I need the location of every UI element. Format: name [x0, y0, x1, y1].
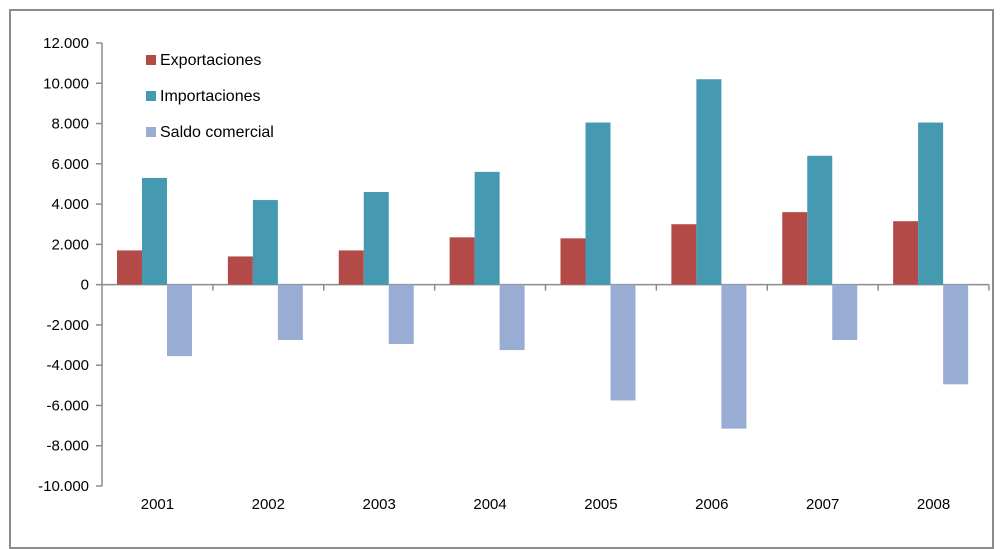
legend-swatch	[146, 55, 156, 65]
y-tick-label: -8.000	[46, 438, 89, 455]
bars	[117, 79, 969, 429]
bar-importaciones-2007	[807, 155, 833, 285]
bar-importaciones-2002	[252, 200, 278, 285]
bar-importaciones-2003	[363, 192, 389, 285]
bar-saldo-comercial-2001	[167, 284, 192, 357]
x-tick-label: 2008	[917, 496, 950, 513]
bar-exportaciones-2001	[117, 250, 142, 285]
bar-exportaciones-2003	[338, 250, 364, 285]
bar-exportaciones-2007	[782, 212, 808, 285]
bar-importaciones-2004	[474, 171, 500, 285]
y-tick-label: 12.000	[43, 35, 89, 52]
x-tick-label: 2002	[252, 496, 285, 513]
y-tick-label: 8.000	[51, 116, 89, 133]
y-tick-label: -10.000	[38, 478, 89, 495]
legend-label: Importaciones	[160, 88, 261, 105]
bar-saldo-comercial-2005	[610, 284, 636, 401]
x-tick-label: 2006	[695, 496, 728, 513]
y-axis: 12.000 10.000 8.000 6.000 4.000 2.000 0 -2.000 -…	[38, 35, 103, 495]
legend-label: Exportaciones	[160, 52, 261, 69]
bar-exportaciones-2006	[671, 224, 697, 285]
y-tick-label: -6.000	[46, 397, 89, 414]
legend: Exportaciones Importaciones Saldo comercia…	[146, 52, 274, 141]
y-tick-label: 0	[81, 277, 89, 294]
legend-swatch	[146, 127, 156, 137]
bar-exportaciones-2008	[893, 221, 919, 285]
bar-exportaciones-2002	[227, 256, 253, 285]
bar-saldo-comercial-2002	[277, 284, 303, 341]
y-tick-label: -2.000	[46, 317, 89, 334]
legend-label: Saldo comercial	[160, 124, 274, 141]
bar-saldo-comercial-2008	[943, 284, 969, 385]
y-tick-label: -4.000	[46, 357, 89, 374]
bar-exportaciones-2004	[449, 237, 475, 285]
bar-importaciones-2001	[142, 177, 167, 285]
x-tick-label: 2007	[806, 496, 839, 513]
y-tick-label: 2.000	[51, 236, 89, 253]
bar-exportaciones-2005	[560, 238, 586, 285]
bar-importaciones-2006	[696, 79, 722, 285]
bar-saldo-comercial-2003	[388, 284, 414, 345]
bar-saldo-comercial-2007	[832, 284, 858, 341]
bar-importaciones-2005	[585, 122, 611, 285]
bar-chart: 12.000 10.000 8.000 6.000 4.000 2.000 0 -2.000 -…	[38, 35, 990, 513]
x-tick-label: 2001	[141, 496, 174, 513]
y-tick-label: 10.000	[43, 75, 89, 92]
x-tick-label: 2004	[473, 496, 506, 513]
y-tick-label: 4.000	[51, 196, 89, 213]
x-tick-label: 2005	[584, 496, 617, 513]
bar-saldo-comercial-2004	[499, 284, 525, 351]
y-tick-label: 6.000	[51, 156, 89, 173]
legend-swatch	[146, 91, 156, 101]
bar-importaciones-2008	[918, 122, 944, 285]
x-tick-label: 2003	[363, 496, 396, 513]
bar-saldo-comercial-2006	[721, 284, 747, 429]
